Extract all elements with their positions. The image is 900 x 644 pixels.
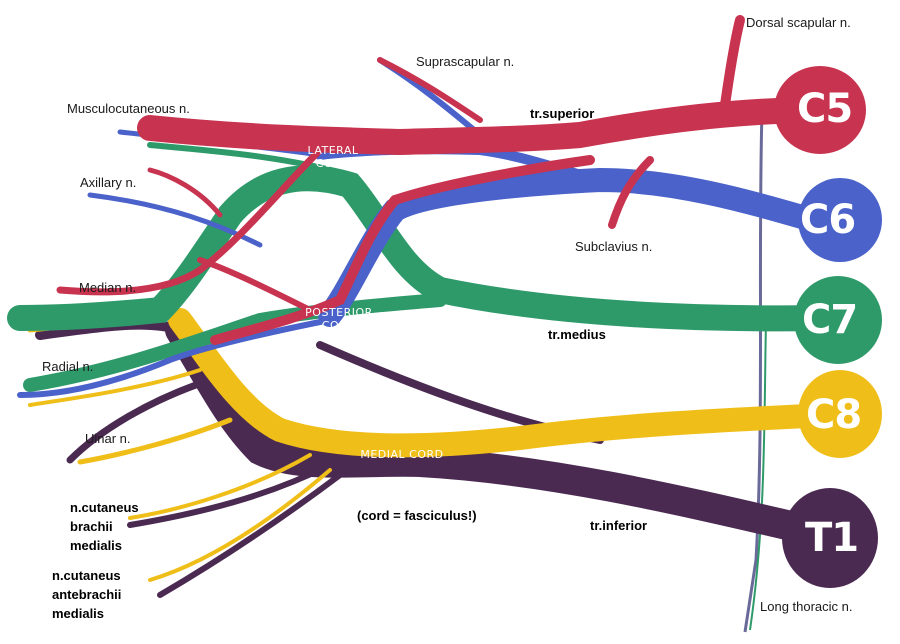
lateral-cord-line-2: CORD	[315, 157, 351, 170]
long-thoracic-label: Long thoracic n.	[760, 599, 853, 614]
lateral-cord-label: LATERAL CORD	[298, 144, 368, 170]
subclavius-label: Subclavius n.	[575, 239, 653, 254]
c7-pathway	[7, 142, 843, 392]
c8-root-bulb	[798, 370, 882, 458]
cord-note: (cord = fasciculus!)	[357, 508, 477, 523]
suprascapular-label: Suprascapular n.	[416, 54, 515, 69]
cutaneus-brachii-line-2: brachii	[70, 519, 113, 534]
dorsal-scapular-label: Dorsal scapular n.	[746, 15, 851, 30]
root-label-c8: C8	[806, 392, 862, 438]
cutaneus-antebrachii-medialis-label: n.cutaneus antebrachii medialis	[52, 566, 121, 623]
root-label-c7: C7	[802, 297, 858, 343]
c5-root-bulb	[774, 66, 866, 154]
posterior-cord-line-2: CORD	[321, 319, 357, 332]
cutaneus-antebrachii-line-1: n.cutaneus	[52, 568, 121, 583]
cutaneus-brachii-line-3: medialis	[70, 538, 123, 553]
radial-label: Radial n.	[42, 359, 94, 374]
cutaneus-antebrachii-line-2: antebrachii	[52, 587, 122, 602]
long-thoracic-nerve-green	[749, 319, 767, 631]
cutaneus-antebrachii-line-3: medialis	[52, 606, 105, 621]
medial-cord-label: MEDIAL CORD	[360, 448, 444, 461]
median-label: Median n.	[79, 280, 137, 295]
t1-root-bulb	[782, 488, 878, 588]
posterior-cord-label: POSTERIOR CORD	[298, 306, 380, 332]
lateral-cord-line-1: LATERAL	[307, 144, 359, 157]
axillary-label: Axillary n.	[80, 175, 137, 190]
c7-root-bulb	[794, 276, 882, 364]
c6-root-bulb	[798, 178, 882, 262]
root-label-t1: T1	[805, 515, 859, 561]
c5-pathway	[56, 15, 833, 345]
root-label-c5: C5	[797, 86, 853, 132]
trunk-superior-label: tr.superior	[530, 106, 595, 121]
root-label-c6: C6	[800, 197, 856, 243]
trunk-medius-label: tr.medius	[548, 327, 606, 342]
trunk-inferior-label: tr.inferior	[590, 518, 648, 533]
posterior-cord-line-1: POSTERIOR	[305, 306, 373, 319]
cutaneus-brachii-medialis-label: n.cutaneus brachii medialis	[70, 498, 139, 555]
cutaneus-brachii-line-1: n.cutaneus	[70, 500, 139, 515]
musculocutaneous-label: Musculocutaneous n.	[67, 101, 190, 116]
ulnar-label: Ulnar n.	[85, 431, 131, 446]
